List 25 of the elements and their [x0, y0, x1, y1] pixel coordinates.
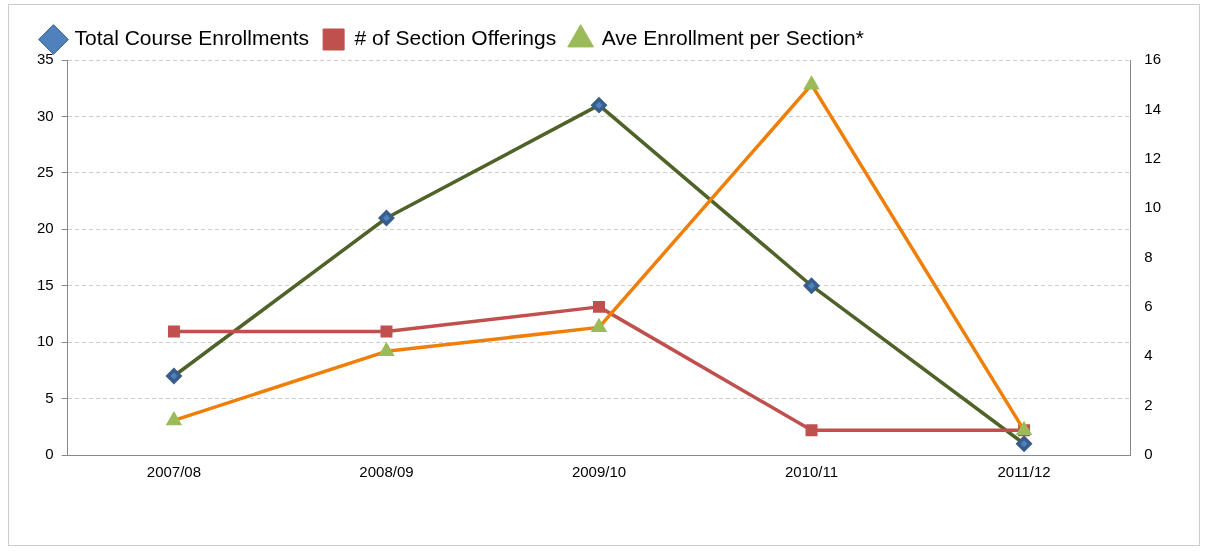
y2-tick-label: 16	[1144, 50, 1161, 68]
y-tick-label: 5	[45, 388, 54, 406]
x-tick-label: 2007/08	[146, 463, 202, 481]
x-tick-label: 2010/11	[784, 463, 839, 481]
legend-label: # of Section Offerings	[354, 26, 557, 50]
x-tick-label: 2009/10	[571, 463, 627, 481]
y2-tick-label: 10	[1144, 198, 1161, 216]
y2-tick-label: 12	[1144, 148, 1161, 166]
y-tick-label: 20	[37, 219, 54, 237]
y-tick-label: 15	[37, 275, 54, 293]
y-tick-label: 25	[37, 163, 54, 180]
y2-tick-label: 14	[1144, 99, 1161, 117]
y-tick-label: 10	[37, 332, 54, 350]
legend-label: Total Course Enrollments	[74, 26, 310, 50]
y2-tick-label: 4	[1144, 346, 1153, 364]
y-tick-label: 35	[37, 50, 54, 68]
x-tick-label: 2011/12	[997, 463, 1051, 481]
y2-tick-label: 6	[1144, 297, 1153, 315]
y2-tick-label: 8	[1144, 247, 1153, 265]
y2-tick-label: 2	[1144, 395, 1153, 413]
legend-label: Ave Enrollment per Section*	[601, 26, 864, 50]
y-tick-label: 30	[37, 106, 54, 124]
y-tick-label: 0	[45, 445, 54, 463]
y2-tick-label: 0	[1144, 445, 1153, 463]
x-tick-label: 2008/09	[359, 463, 414, 481]
